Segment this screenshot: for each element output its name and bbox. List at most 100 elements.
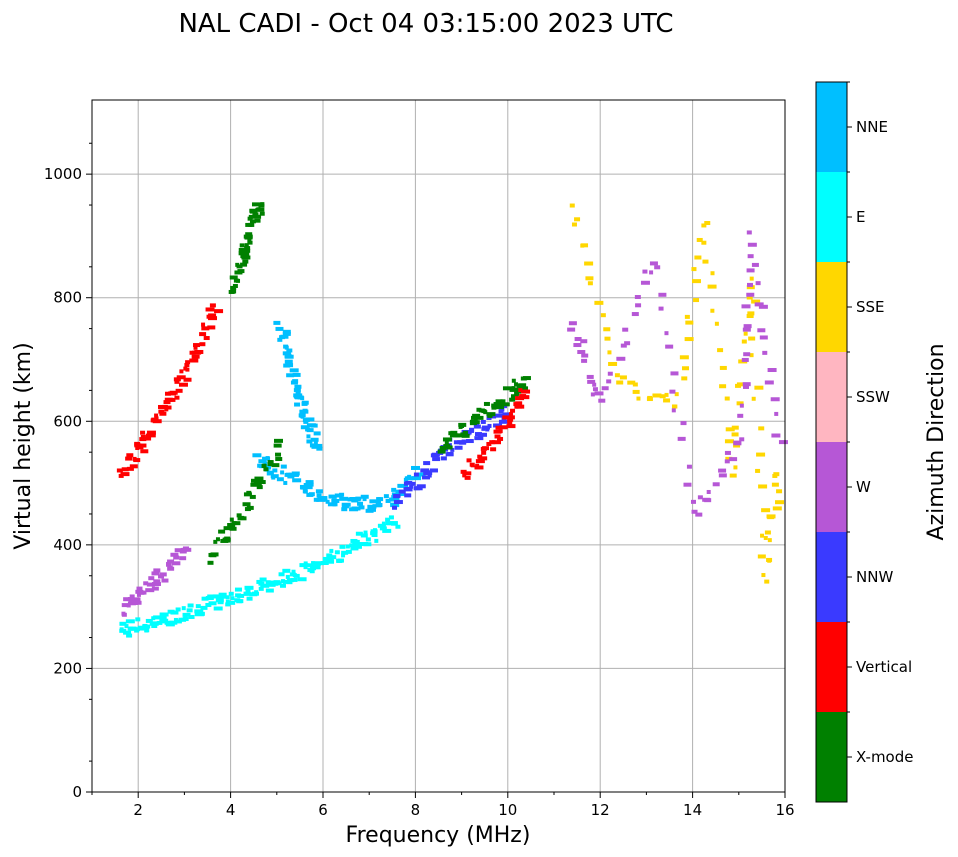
- data-point: [309, 569, 315, 574]
- data-point: [116, 468, 123, 473]
- data-point: [334, 550, 340, 555]
- data-point: [498, 429, 503, 434]
- data-point: [755, 281, 761, 286]
- data-point: [743, 352, 751, 357]
- data-point: [654, 265, 661, 270]
- data-point: [289, 572, 296, 577]
- data-point: [731, 425, 739, 430]
- data-point: [746, 292, 755, 297]
- data-point: [148, 576, 155, 581]
- data-point: [691, 509, 698, 514]
- data-point: [169, 620, 178, 625]
- data-point: [246, 505, 254, 510]
- data-point: [616, 380, 624, 385]
- data-point: [460, 423, 465, 428]
- data-point: [480, 419, 486, 424]
- data-point: [742, 327, 751, 332]
- data-point: [439, 446, 447, 451]
- data-point: [193, 343, 201, 348]
- data-point: [244, 585, 254, 590]
- data-point: [174, 619, 182, 624]
- data-point: [260, 202, 265, 207]
- data-point: [188, 614, 195, 619]
- data-point: [146, 433, 156, 438]
- data-point: [601, 386, 609, 391]
- data-point: [139, 443, 147, 448]
- data-point: [747, 282, 754, 287]
- data-point: [225, 599, 230, 604]
- data-point: [237, 593, 245, 598]
- data-point: [719, 384, 727, 389]
- data-point: [159, 612, 169, 617]
- data-point: [234, 587, 242, 592]
- data-point: [482, 446, 490, 451]
- data-point: [389, 497, 399, 502]
- data-point: [746, 268, 755, 273]
- data-point: [442, 437, 452, 442]
- data-point: [751, 262, 759, 267]
- data-point: [286, 363, 294, 368]
- data-point: [313, 440, 318, 445]
- x-tick-label: 12: [591, 801, 610, 819]
- data-point: [514, 402, 521, 407]
- data-point: [416, 484, 426, 489]
- data-point: [311, 561, 316, 566]
- data-point: [624, 341, 631, 346]
- colorbar-tick-label: SSE: [856, 298, 885, 316]
- data-point: [775, 500, 785, 505]
- data-point: [201, 326, 210, 331]
- data-point: [164, 407, 169, 412]
- data-point: [300, 485, 308, 490]
- data-point: [355, 496, 362, 501]
- data-point: [598, 398, 606, 403]
- data-point: [498, 419, 508, 424]
- data-point: [151, 581, 161, 586]
- data-point: [193, 345, 198, 350]
- data-point: [145, 618, 153, 623]
- y-ticks: 0 200 400 600 800 1000: [44, 142, 92, 801]
- data-point: [341, 550, 349, 555]
- data-point: [125, 456, 133, 461]
- data-point: [201, 596, 209, 601]
- data-point: [323, 497, 328, 502]
- data-point: [195, 604, 201, 609]
- data-point: [183, 614, 188, 619]
- data-point: [255, 477, 262, 482]
- data-point: [413, 472, 419, 477]
- data-point: [710, 271, 715, 276]
- data-point: [403, 484, 409, 489]
- data-point: [310, 423, 318, 428]
- data-point: [614, 373, 620, 378]
- data-point: [681, 376, 688, 381]
- data-point: [336, 558, 343, 563]
- data-point: [218, 529, 226, 534]
- data-point: [242, 248, 251, 253]
- data-point: [741, 339, 747, 344]
- data-point: [642, 269, 648, 274]
- data-point: [225, 595, 230, 600]
- data-point: [450, 447, 455, 452]
- data-point: [209, 303, 216, 308]
- data-point: [216, 597, 223, 602]
- data-point: [499, 425, 508, 430]
- data-point: [634, 295, 641, 300]
- data-point: [163, 400, 171, 405]
- data-point: [635, 303, 642, 308]
- data-point: [701, 240, 707, 245]
- data-point: [658, 306, 664, 311]
- data-point: [632, 382, 638, 387]
- data-point: [354, 539, 360, 544]
- data-point: [310, 437, 319, 442]
- data-point: [315, 489, 323, 494]
- data-point: [251, 202, 261, 207]
- data-point: [135, 617, 141, 622]
- data-point: [339, 492, 345, 497]
- data-point: [125, 619, 135, 624]
- data-point: [244, 246, 251, 251]
- data-point: [171, 561, 181, 566]
- data-point: [733, 441, 742, 446]
- data-point: [119, 628, 127, 633]
- data-point: [215, 537, 220, 542]
- x-tick-label: 8: [411, 801, 421, 819]
- data-point: [686, 464, 692, 469]
